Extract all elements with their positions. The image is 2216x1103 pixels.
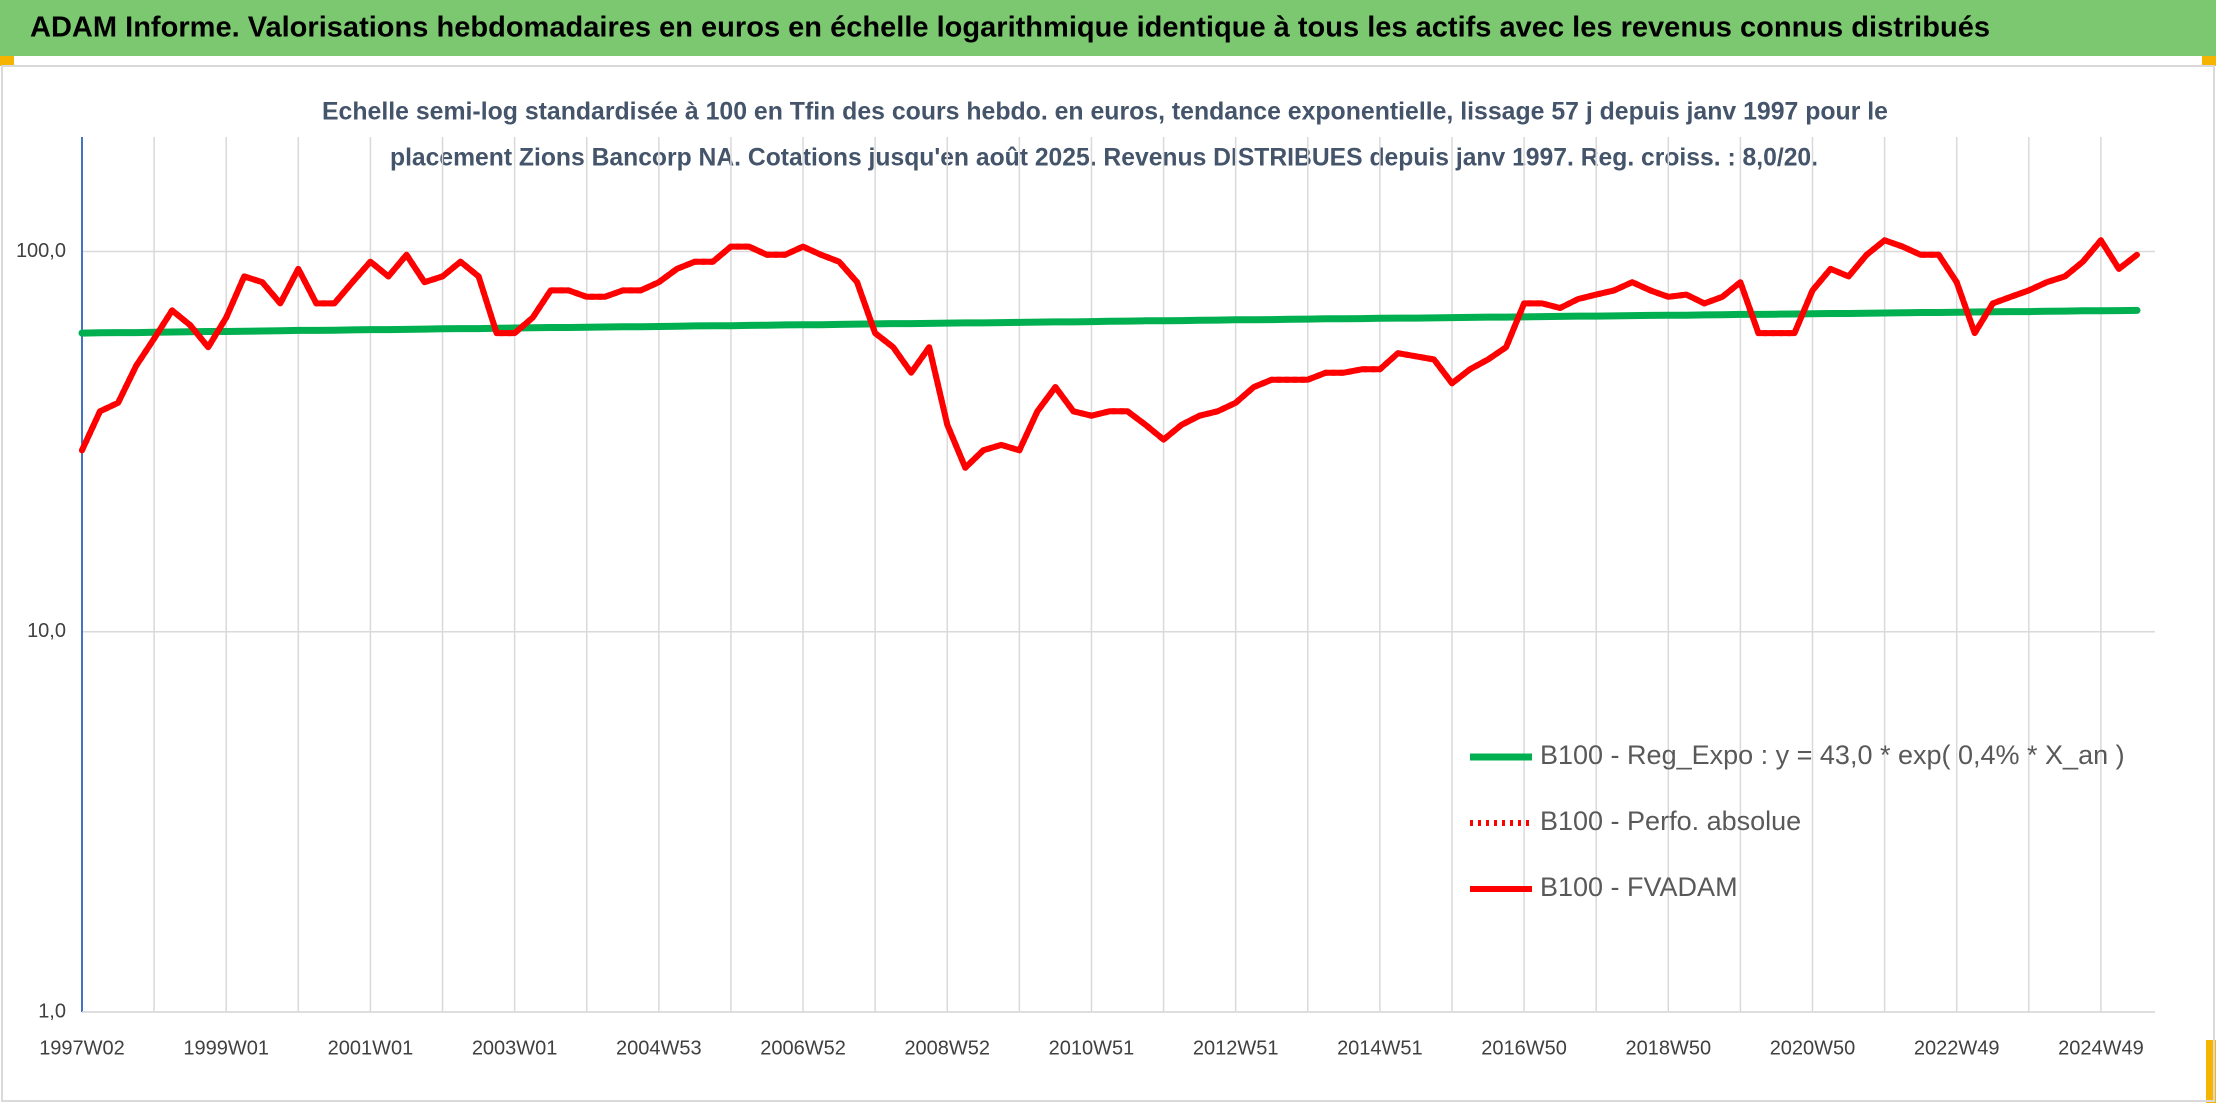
y-tick-label: 100,0	[16, 240, 66, 262]
y-tick-label: 1,0	[38, 1000, 66, 1022]
corner-mark	[2202, 56, 2216, 66]
x-tick-label: 2012W51	[1193, 1037, 1279, 1059]
x-tick-label: 2020W50	[1770, 1037, 1856, 1059]
x-tick-label: 2001W01	[328, 1037, 414, 1059]
x-tick-label: 2010W51	[1049, 1037, 1135, 1059]
legend-label: B100 - FVADAM	[1540, 872, 1738, 902]
series-line	[79, 237, 2140, 471]
chart-frame	[1, 65, 2215, 1102]
x-tick-label: 2003W01	[472, 1037, 558, 1059]
x-tick-label: 1997W02	[39, 1037, 125, 1059]
x-tick-label: 2004W53	[616, 1037, 702, 1059]
legend-label: B100 - Perfo. absolue	[1540, 806, 1801, 836]
chart-subtitle: placement Zions Bancorp NA. Cotations ju…	[390, 144, 1818, 172]
corner-mark	[2206, 1040, 2216, 1103]
x-tick-label: 2014W51	[1337, 1037, 1423, 1059]
x-tick-label: 2018W50	[1625, 1037, 1711, 1059]
x-tick-label: 2016W50	[1481, 1037, 1567, 1059]
x-tick-label: 2008W52	[904, 1037, 990, 1059]
header-bar	[0, 0, 2216, 56]
y-tick-label: 10,0	[27, 620, 66, 642]
x-tick-label: 1999W01	[183, 1037, 269, 1059]
chart-subtitle: Echelle semi-log standardisée à 100 en T…	[322, 98, 1888, 126]
legend-label: B100 - Reg_Expo : y = 43,0 * exp( 0,4% *…	[1540, 740, 2125, 770]
x-tick-label: 2024W49	[2058, 1037, 2144, 1059]
x-tick-label: 2022W49	[1914, 1037, 2000, 1059]
corner-mark	[0, 56, 14, 66]
x-tick-label: 2006W52	[760, 1037, 846, 1059]
series-line	[78, 306, 2141, 337]
header-title: ADAM Informe. Valorisations hebdomadaire…	[30, 12, 1990, 44]
